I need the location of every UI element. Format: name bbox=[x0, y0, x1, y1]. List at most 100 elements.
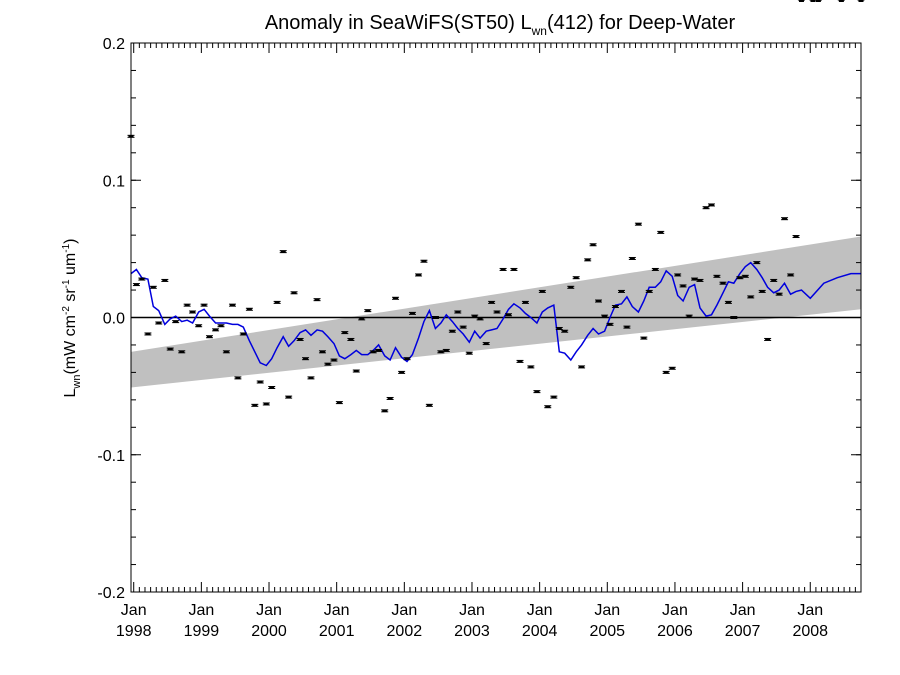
data-point bbox=[550, 395, 558, 399]
data-point bbox=[770, 278, 778, 282]
data-point bbox=[730, 316, 738, 319]
data-point-marker bbox=[173, 320, 179, 323]
x-tick-label-month: Jan bbox=[324, 602, 350, 619]
data-point-marker bbox=[387, 397, 393, 400]
data-point-marker bbox=[680, 284, 686, 287]
data-point bbox=[262, 402, 270, 406]
data-point-marker bbox=[522, 301, 528, 304]
data-point bbox=[606, 322, 614, 326]
data-point bbox=[431, 316, 439, 319]
data-point bbox=[217, 324, 225, 328]
data-point bbox=[200, 303, 208, 307]
data-point-marker bbox=[319, 350, 325, 353]
data-point bbox=[797, 0, 805, 2]
data-point-marker bbox=[455, 311, 461, 314]
x-tick-label-month: Jan bbox=[256, 602, 282, 619]
data-point bbox=[425, 403, 433, 407]
x-tick-label-year: 2000 bbox=[251, 623, 287, 640]
data-point-marker bbox=[376, 349, 382, 352]
x-tick-label-year: 1998 bbox=[116, 623, 152, 640]
x-tick-label-year: 2001 bbox=[319, 623, 355, 640]
ylabel-sr: sr bbox=[62, 288, 79, 306]
data-point-marker bbox=[404, 357, 410, 360]
data-point-marker bbox=[336, 401, 342, 404]
x-tick-label-month: Jan bbox=[594, 602, 620, 619]
data-point-marker bbox=[619, 290, 625, 293]
data-point-marker bbox=[646, 290, 652, 293]
x-tick-label-month: Jan bbox=[391, 602, 417, 619]
data-point-marker bbox=[692, 278, 698, 281]
data-point-marker bbox=[477, 317, 483, 320]
data-point-marker bbox=[771, 279, 777, 282]
data-point-marker bbox=[551, 396, 557, 399]
data-point-marker bbox=[759, 290, 765, 293]
data-point-marker bbox=[229, 304, 235, 307]
data-point bbox=[561, 329, 569, 333]
data-point bbox=[442, 348, 450, 352]
data-point bbox=[386, 396, 394, 400]
data-point-marker bbox=[612, 305, 618, 308]
data-point-marker bbox=[579, 365, 585, 368]
data-point-marker bbox=[432, 316, 438, 319]
data-point bbox=[290, 291, 298, 295]
data-point bbox=[222, 350, 230, 354]
data-point bbox=[747, 295, 755, 299]
data-point-marker bbox=[443, 349, 449, 352]
data-point-marker bbox=[748, 295, 754, 298]
data-point-marker bbox=[669, 367, 675, 370]
data-point-marker bbox=[167, 348, 173, 351]
data-point bbox=[594, 299, 602, 303]
data-point bbox=[781, 217, 789, 221]
data-point bbox=[713, 274, 721, 278]
y-tick-label: 0.1 bbox=[103, 173, 125, 190]
data-point bbox=[668, 366, 676, 370]
data-point-marker bbox=[725, 301, 731, 304]
data-point bbox=[538, 289, 546, 293]
data-point bbox=[381, 409, 389, 413]
data-point bbox=[724, 300, 732, 304]
data-point bbox=[415, 273, 423, 277]
data-point-marker bbox=[190, 311, 196, 314]
x-tick-label-year: 2006 bbox=[657, 623, 693, 640]
ylabel-main: L bbox=[62, 389, 79, 398]
x-tick-label-month: Jan bbox=[797, 602, 823, 619]
data-point bbox=[448, 329, 456, 333]
data-point-marker bbox=[314, 298, 320, 301]
data-point-marker bbox=[754, 261, 760, 264]
data-point-marker bbox=[184, 304, 190, 307]
ylabel-exp-2: -1 bbox=[61, 279, 72, 288]
data-point-marker bbox=[399, 371, 405, 374]
data-point bbox=[645, 289, 653, 293]
data-point bbox=[510, 267, 518, 271]
data-point-marker bbox=[421, 260, 427, 263]
data-point bbox=[335, 401, 343, 405]
data-point-marker bbox=[280, 250, 286, 253]
data-point bbox=[364, 309, 372, 313]
data-point-marker bbox=[602, 315, 608, 318]
data-point-marker bbox=[246, 308, 252, 311]
data-point bbox=[408, 311, 416, 315]
data-point bbox=[792, 235, 800, 239]
data-point bbox=[392, 296, 400, 300]
data-point-marker bbox=[150, 286, 156, 289]
data-point bbox=[347, 337, 355, 341]
data-point bbox=[132, 283, 140, 287]
data-point-marker bbox=[517, 360, 523, 363]
ylabel-exp-3: -1 bbox=[61, 243, 72, 252]
data-point-marker bbox=[838, 0, 844, 2]
data-point bbox=[719, 281, 727, 285]
data-point-marker bbox=[585, 258, 591, 261]
data-point bbox=[341, 331, 349, 335]
data-point-marker bbox=[303, 357, 309, 360]
data-point bbox=[313, 298, 321, 302]
data-point-marker bbox=[635, 223, 641, 226]
x-tick-label-year: 2004 bbox=[522, 623, 558, 640]
data-point bbox=[324, 362, 332, 366]
data-point bbox=[149, 285, 157, 289]
data-point bbox=[195, 324, 203, 328]
data-point-marker bbox=[365, 309, 371, 312]
data-point bbox=[302, 357, 310, 361]
data-point-marker bbox=[213, 328, 219, 331]
data-point bbox=[555, 326, 563, 330]
data-point-marker bbox=[776, 293, 782, 296]
